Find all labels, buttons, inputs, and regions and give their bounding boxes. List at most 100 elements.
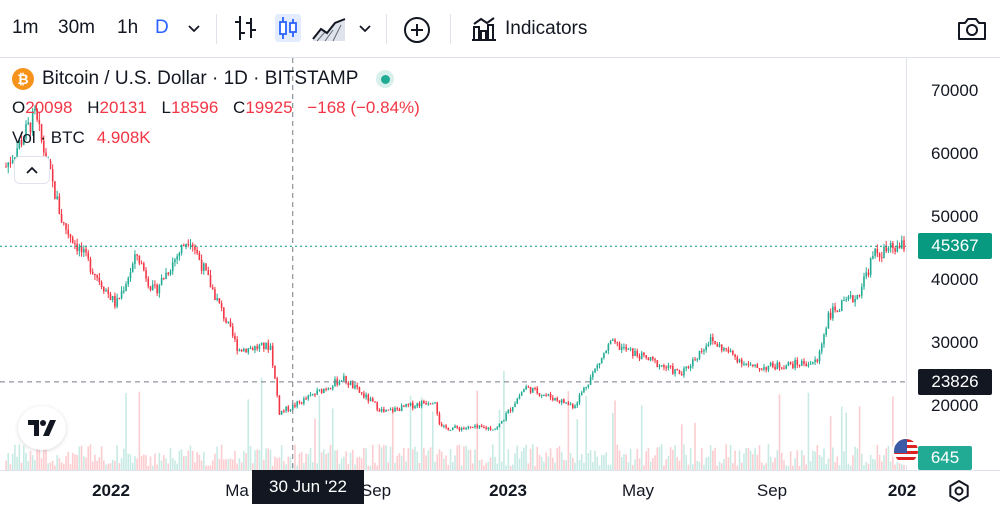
volume-bar: [565, 460, 567, 470]
price-tick: 40000: [931, 270, 979, 289]
volume-bar: [605, 452, 607, 470]
volume-bar: [136, 458, 138, 470]
volume-bar: [427, 450, 430, 470]
volume-bar: [509, 465, 512, 470]
time-axis[interactable]: 2022 Ma Sep 2023 May Sep 202: [0, 470, 1000, 510]
area-style-icon[interactable]: [311, 15, 347, 43]
volume-bar: [894, 464, 896, 470]
candle-body: [505, 413, 507, 421]
volume-bar: [38, 449, 41, 470]
volume-bar: [856, 448, 859, 470]
volume-bar: [249, 445, 252, 470]
candle-body: [105, 289, 107, 292]
volume-bar: [18, 444, 21, 470]
tradingview-logo[interactable]: [18, 406, 66, 450]
volume-bar: [525, 444, 527, 470]
interval-1h[interactable]: 1h: [117, 17, 139, 38]
volume-bar: [414, 446, 416, 470]
volume-bar: [736, 465, 739, 470]
candle-body: [623, 346, 625, 348]
candle-body: [54, 181, 56, 199]
volume-bar: [374, 462, 376, 470]
bar-style-icon[interactable]: [232, 13, 260, 43]
candle-body: [703, 350, 705, 352]
candle-body: [769, 362, 772, 366]
candle-body: [78, 246, 81, 251]
volume-bar: [589, 450, 592, 470]
volume-bar: [165, 458, 167, 470]
volume-bar: [274, 456, 276, 470]
candle-body: [31, 110, 34, 133]
price-chart[interactable]: [0, 58, 906, 470]
close-value: 19925: [245, 98, 293, 117]
indicators-icon[interactable]: [470, 15, 498, 43]
interval-d[interactable]: D: [155, 17, 169, 38]
candle-body: [876, 248, 879, 254]
camera-icon[interactable]: [956, 16, 988, 42]
volume-bar: [696, 460, 699, 470]
volume-bar: [574, 462, 576, 470]
collapse-legend-button[interactable]: [14, 156, 50, 184]
candle-body: [82, 248, 85, 253]
candle-body: [358, 387, 361, 393]
volume-bar: [825, 463, 828, 470]
candle-body: [114, 296, 116, 307]
volume-bar: [480, 459, 483, 470]
volume-bar: [309, 447, 312, 470]
volume-bar: [543, 461, 545, 470]
volume-bar: [380, 447, 383, 470]
candlestick-series: [5, 105, 905, 432]
candle-body: [558, 400, 561, 403]
candle-body: [685, 366, 687, 369]
candle-body: [134, 254, 136, 264]
market-status-icon[interactable]: [376, 70, 395, 88]
volume-bar: [276, 458, 278, 470]
candle-body: [538, 393, 541, 396]
volume-bar: [816, 445, 819, 470]
volume-bar: [725, 444, 727, 470]
candle-body: [127, 278, 130, 285]
volume-bar: [803, 455, 805, 470]
candle-style-icon[interactable]: [274, 13, 302, 43]
interval-1m[interactable]: 1m: [12, 17, 39, 38]
gear-icon[interactable]: [946, 478, 972, 504]
symbol-title[interactable]: Bitcoin / U.S. Dollar · 1D · BITSTAMP: [42, 68, 359, 89]
candle-body: [487, 427, 490, 430]
volume-bar: [609, 464, 612, 470]
volume-label: Vol · BTC: [12, 128, 85, 147]
volume-bar: [371, 444, 374, 470]
add-compare-icon[interactable]: [402, 15, 432, 45]
indicators-button[interactable]: Indicators: [505, 18, 588, 39]
volume-bar: [303, 463, 305, 470]
volume-bar: [889, 461, 892, 470]
us-flag-icon: [892, 437, 920, 465]
candle-body: [480, 425, 483, 428]
price-axis[interactable]: 70000 60000 50000 40000 30000 20000: [906, 58, 1000, 470]
volume-bar: [407, 448, 410, 470]
volume-bar: [498, 409, 501, 470]
candle-body: [869, 258, 872, 275]
candle-body: [36, 109, 38, 120]
candle-body: [34, 109, 36, 111]
candle-body: [667, 365, 670, 369]
candle-body: [9, 162, 12, 164]
candle-body: [554, 397, 556, 401]
candle-body: [189, 244, 192, 246]
volume-bar: [634, 459, 636, 470]
volume-bar: [754, 448, 756, 470]
chevron-down-icon[interactable]: [357, 20, 373, 36]
candle-body: [534, 387, 536, 389]
volume-bar: [865, 462, 868, 470]
chevron-down-icon[interactable]: [186, 20, 202, 36]
candle-body: [274, 365, 276, 379]
candle-body: [389, 409, 392, 411]
candle-body: [309, 394, 312, 396]
volume-bar: [240, 462, 243, 470]
interval-30m[interactable]: 30m: [58, 17, 95, 38]
candle-body: [209, 275, 212, 288]
volume-bar: [549, 448, 552, 470]
candle-body: [316, 390, 318, 395]
volume-bar: [134, 456, 136, 470]
candle-body: [325, 389, 327, 391]
volume-bar: [358, 456, 361, 470]
